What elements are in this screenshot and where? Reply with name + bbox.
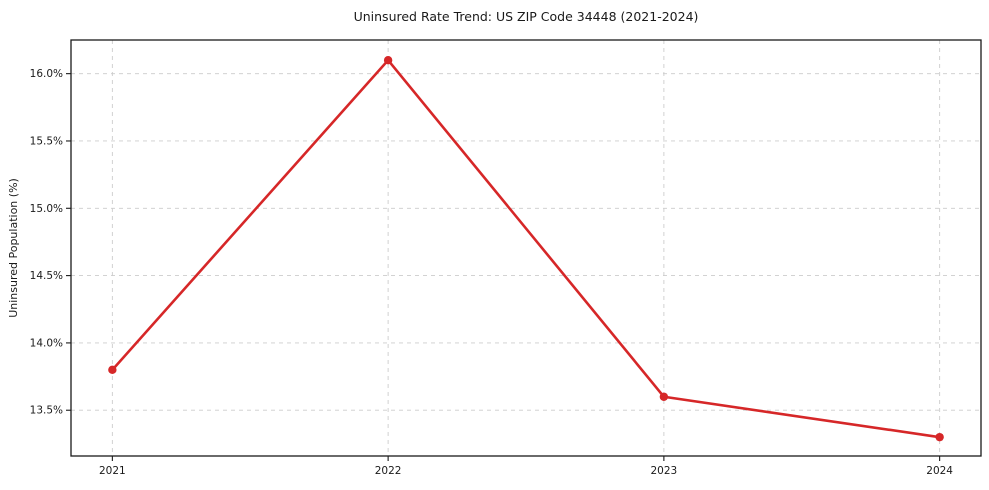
x-tick-label: 2024 [926, 465, 953, 477]
y-axis-label: Uninsured Population (%) [7, 178, 20, 318]
data-point-marker [383, 55, 393, 65]
gridlines [71, 40, 981, 456]
y-tick-label: 14.5% [30, 270, 63, 282]
data-series [108, 55, 944, 442]
chart-title: Uninsured Rate Trend: US ZIP Code 34448 … [354, 9, 699, 24]
y-tick-label: 15.0% [30, 203, 63, 215]
data-point-marker [108, 365, 117, 375]
plot-area [71, 40, 981, 456]
y-tick-label: 16.0% [30, 68, 63, 80]
x-tick-label: 2021 [99, 465, 126, 477]
data-point-marker [659, 392, 669, 401]
y-tick-label: 15.5% [30, 135, 63, 147]
axis-ticks: 13.5% 14.0% 14.5% 15.0% 15.5% 16.0% 2021 2022 20… [30, 68, 954, 477]
x-tick-label: 2022 [375, 465, 402, 477]
trend-line [111, 58, 941, 439]
x-tick-label: 2023 [651, 465, 678, 477]
y-tick-label: 13.5% [30, 405, 63, 417]
y-tick-label: 14.0% [30, 337, 63, 349]
data-point-marker [935, 432, 944, 442]
plot-frame [70, 39, 982, 457]
